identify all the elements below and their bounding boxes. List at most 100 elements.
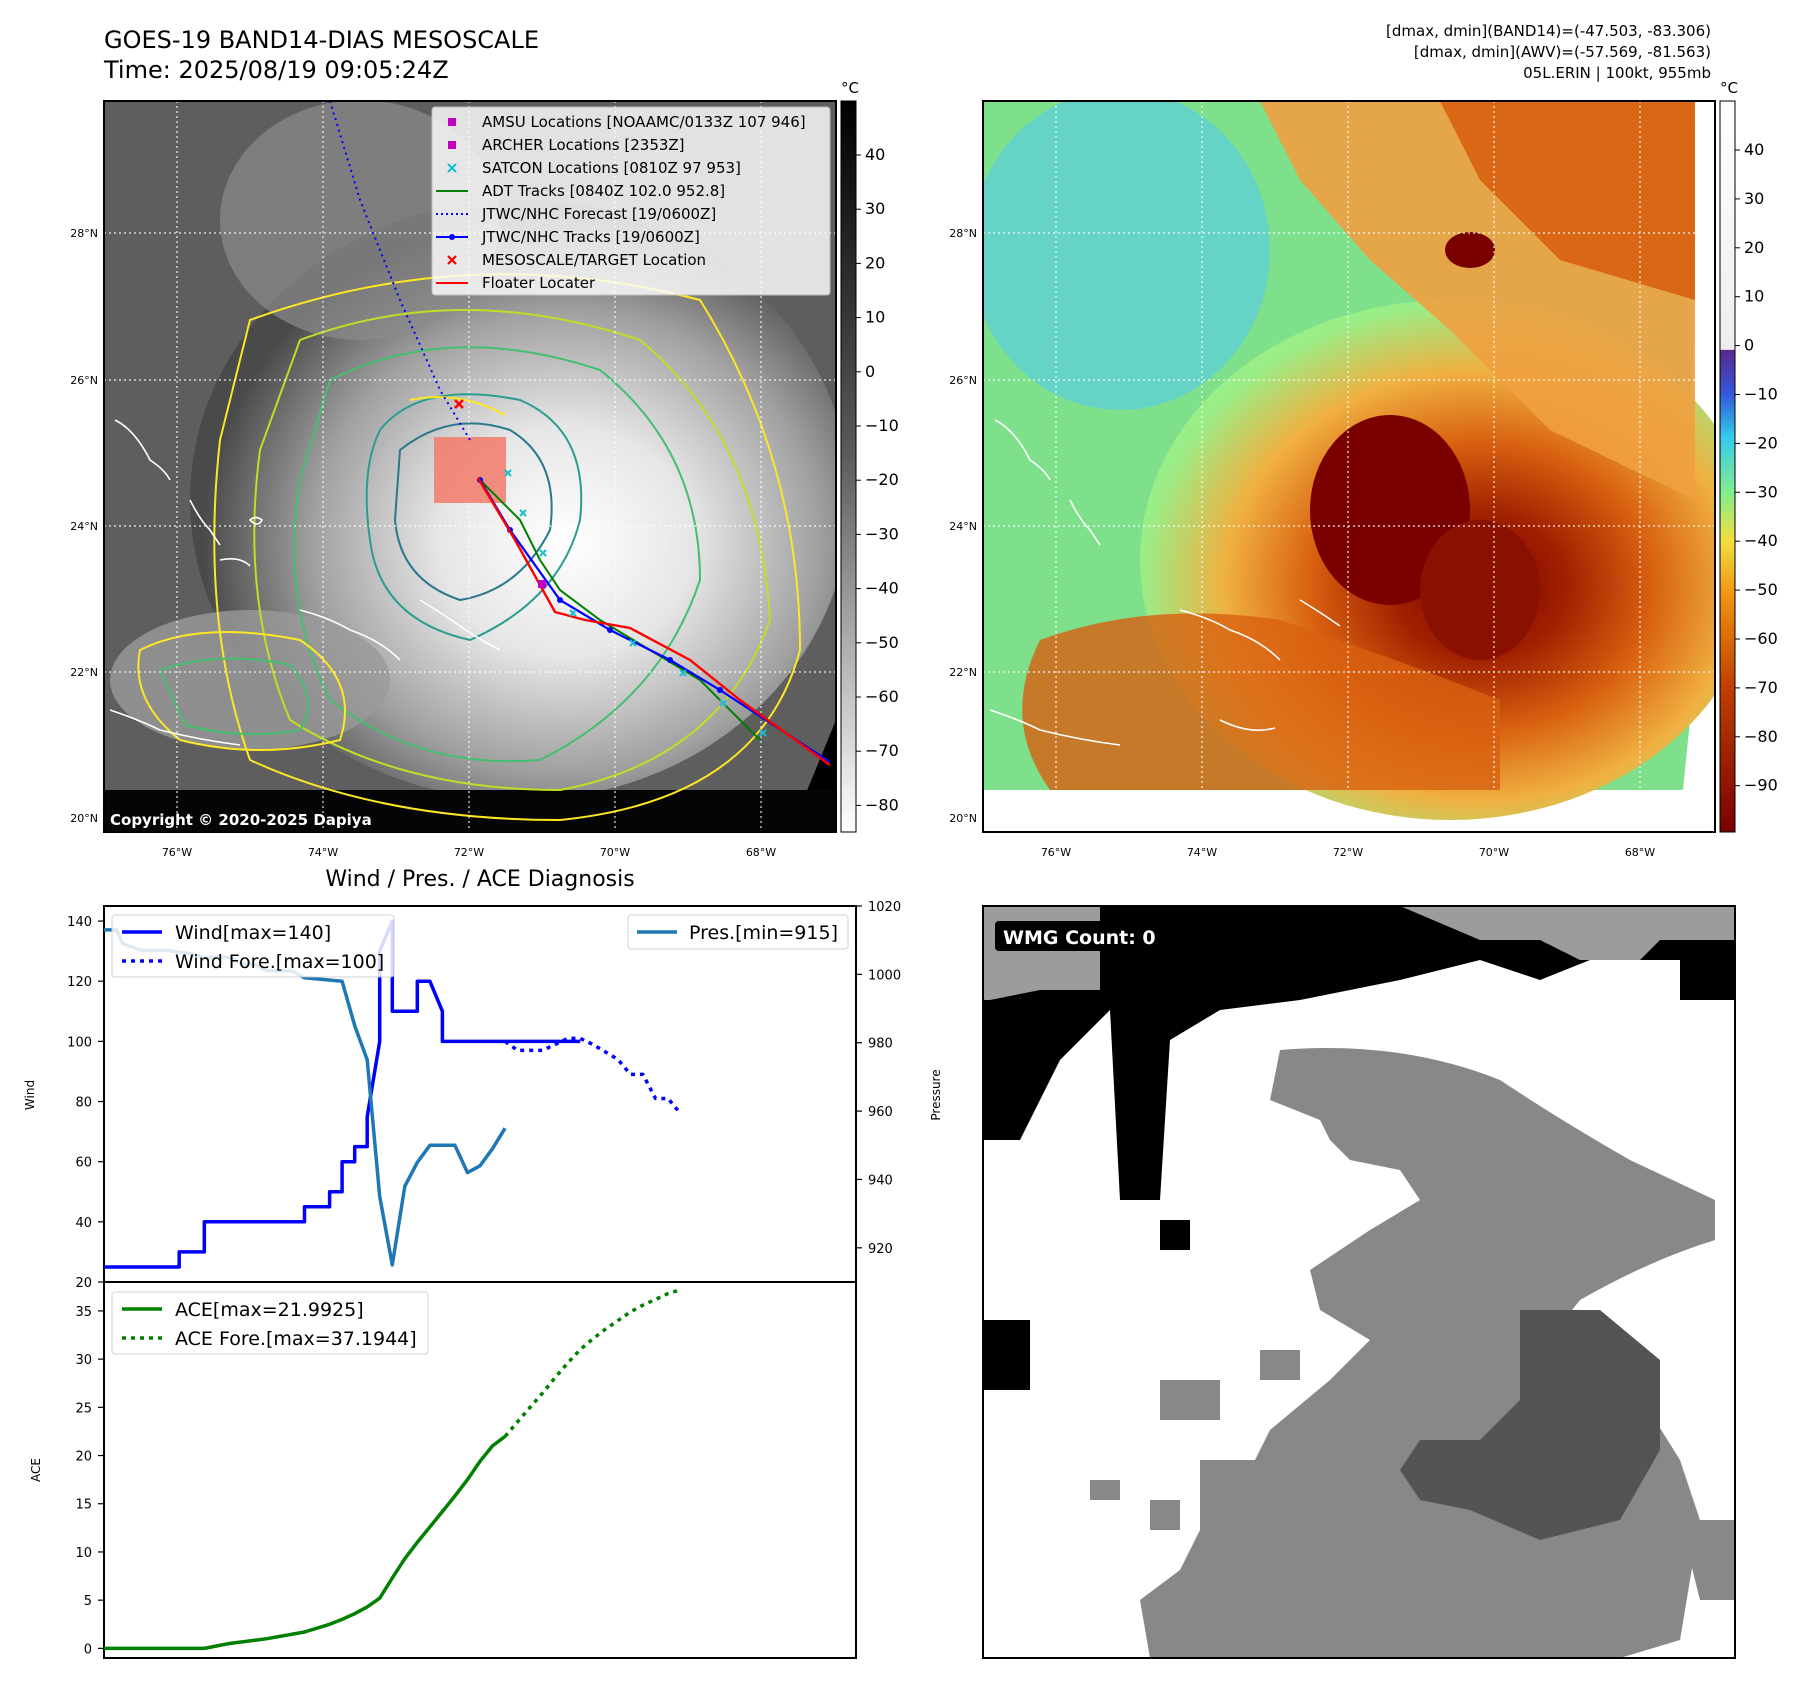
ir-colorbar-tick-2: 20 — [865, 253, 885, 272]
awv-colorbar-tick-3: 10 — [1744, 287, 1764, 306]
ace-axis-tick-2: 10 — [75, 1546, 92, 1561]
pressure-axis-tick-1: 940 — [868, 1173, 893, 1188]
awv-colorbar-tick-10: −60 — [1744, 629, 1778, 648]
awv-colorbar-tick-1: 30 — [1744, 189, 1764, 208]
ace-axis-tick-4: 20 — [75, 1450, 92, 1465]
awv-colorbar-tick-6: −20 — [1744, 433, 1778, 452]
awv-lat-label-20: 20°N — [949, 812, 977, 825]
awv-colorbar-tick-4: 0 — [1744, 336, 1754, 355]
wmg-panel: WMG Count: 0 — [982, 905, 1736, 1659]
ir-colorbar-tick-7: −30 — [865, 524, 899, 543]
pressure-legend-label: Pres.[min=915] — [689, 922, 838, 944]
pressure-legend: Pres.[min=915] — [627, 914, 849, 950]
copyright-text: Copyright © 2020-2025 Dapiya — [110, 811, 372, 829]
ir-legend-label-2: SATCON Locations [0810Z 97 953] — [482, 159, 741, 177]
ir-lat-label-20: 20°N — [70, 812, 98, 825]
floater-locater-track — [476, 477, 831, 766]
chart-title: GOES-19 BAND14-DIAS MESOSCALE — [104, 26, 540, 54]
awv-colorbar-unit: °C — [1720, 79, 1738, 97]
pressure-axis-label: Pressure — [929, 1069, 943, 1120]
wind-axis-tick-2: 60 — [75, 1156, 92, 1171]
awv-lat-label-22: 22°N — [949, 666, 977, 679]
ace-axis-tick-5: 25 — [75, 1401, 92, 1416]
ir-colorbar-tick-5: −10 — [865, 416, 899, 435]
wind-axis-tick-5: 120 — [67, 975, 92, 990]
ir-lat-label-22: 22°N — [70, 666, 98, 679]
ir-lon-label-68: 68°W — [746, 846, 776, 859]
awv-lon-label-76: 76°W — [1041, 846, 1071, 859]
ace-axis-label: ACE — [29, 1458, 43, 1482]
wind-chart-series-wind — [104, 919, 581, 1269]
awv-colorbar-tick-7: −30 — [1744, 482, 1778, 501]
pressure-axis-tick-5: 1020 — [868, 900, 901, 915]
ir-lat-label-24: 24°N — [70, 520, 98, 533]
ir-colorbar-tick-10: −60 — [865, 687, 899, 706]
ir-colorbar: °C 40 30 20 10 0 −10 −20 −30 −40 −50 −60 −70 −80 — [840, 79, 899, 833]
awv-map-panel: 28°N 26°N 24°N 22°N 20°N 76°W 74°W 72°W … — [949, 79, 1778, 859]
awv-colorbar-tick-2: 20 — [1744, 238, 1764, 257]
pressure-axis-tick-4: 1000 — [868, 968, 901, 983]
pressure-axis-tick-3: 980 — [868, 1037, 893, 1052]
ir-legend-label-5: JTWC/NHC Tracks [19/0600Z] — [481, 228, 700, 246]
wind-axis-tick-0: 20 — [75, 1276, 92, 1291]
ir-colorbar-unit: °C — [841, 79, 859, 97]
ir-colorbar-tick-8: −40 — [865, 579, 899, 598]
ir-lat-label-26: 26°N — [70, 374, 98, 387]
wind-axis-tick-1: 40 — [75, 1216, 92, 1231]
ir-map-panel: Copyright © 2020-2025 Dapiya AMSU Locati… — [70, 79, 899, 859]
ir-colorbar-tick-1: 30 — [865, 199, 885, 218]
ir-colorbar-tick-3: 10 — [865, 308, 885, 327]
awv-lon-label-72: 72°W — [1333, 846, 1363, 859]
ir-legend-label-1: ARCHER Locations [2353Z] — [482, 136, 685, 154]
wind-fore-legend-label: Wind Fore.[max=100] — [175, 951, 384, 973]
awv-lat-label-24: 24°N — [949, 520, 977, 533]
info-band14-range: [dmax, dmin](BAND14)=(-47.503, -83.306) — [1386, 22, 1711, 40]
ace-chart-series-ace-fore — [503, 1288, 682, 1438]
ace-axis-tick-6: 30 — [75, 1353, 92, 1368]
wmg-frame — [982, 905, 1736, 1659]
awv-colorbar-tick-13: −90 — [1744, 776, 1778, 795]
wind-axis-label: Wind — [23, 1080, 37, 1110]
amsu-marker — [538, 580, 546, 588]
awv-colorbar-tick-5: −10 — [1744, 385, 1778, 404]
info-awv-range: [dmax, dmin](AWV)=(-57.569, -81.563) — [1413, 43, 1711, 61]
ir-legend-label-4: JTWC/NHC Forecast [19/0600Z] — [481, 205, 716, 223]
awv-gridlines — [983, 101, 1715, 790]
mesoscale-target-marker — [454, 399, 464, 409]
awv-map-frame — [982, 100, 1716, 833]
ir-lon-label-70: 70°W — [600, 846, 630, 859]
ir-colorbar-tick-4: 0 — [865, 362, 875, 381]
ir-imagery — [104, 101, 836, 832]
info-storm: 05L.ERIN | 100kt, 955mb — [1523, 64, 1711, 82]
ir-colorbar-tick-6: −20 — [865, 470, 899, 489]
awv-lat-label-26: 26°N — [949, 374, 977, 387]
pressure-axis-tick-2: 960 — [868, 1105, 893, 1120]
ir-legend: AMSU Locations [NOAAMC/0133Z 107 946] ARC… — [431, 106, 831, 296]
pressure-axis-tick-0: 920 — [868, 1242, 893, 1257]
ir-legend-label-6: MESOSCALE/TARGET Location — [482, 251, 706, 269]
ace-axis-tick-0: 0 — [84, 1642, 92, 1657]
ace-legend-label: ACE[max=21.9925] — [175, 1299, 364, 1321]
ir-legend-label-3: ADT Tracks [0840Z 102.0 952.8] — [482, 182, 725, 200]
ir-colorbar-tick-9: −50 — [865, 633, 899, 652]
ace-chart-series-ace — [104, 1435, 507, 1651]
awv-lon-label-70: 70°W — [1479, 846, 1509, 859]
ir-lon-label-72: 72°W — [454, 846, 484, 859]
wind-pressure-chart: Wind / Pres. / ACE Diagnosis 20 40 60 80 100… — [23, 867, 943, 1291]
wind-chart-series-wind-fore — [504, 1036, 682, 1115]
ir-legend-label-0: AMSU Locations [NOAAMC/0133Z 107 946] — [482, 113, 806, 131]
ir-legend-swatch-2 — [447, 163, 457, 173]
awv-lat-label-28: 28°N — [949, 227, 977, 240]
ir-legend-swatch-0 — [448, 118, 456, 126]
wind-axis-tick-6: 140 — [67, 915, 92, 930]
wmg-badge — [995, 921, 1173, 951]
awv-colorbar: °C 40 30 20 10 0 −10 −20 −30 −40 −50 −60 −70 −80 −90 — [1719, 79, 1778, 833]
chart-time: Time: 2025/08/19 09:05:24Z — [104, 56, 449, 84]
ir-lon-label-76: 76°W — [162, 846, 192, 859]
awv-colorbar-tick-0: 40 — [1744, 140, 1764, 159]
awv-colorbar-tick-12: −80 — [1744, 727, 1778, 746]
awv-lon-label-68: 68°W — [1625, 846, 1655, 859]
awv-lon-label-74: 74°W — [1187, 846, 1217, 859]
ir-map-frame — [103, 100, 837, 833]
